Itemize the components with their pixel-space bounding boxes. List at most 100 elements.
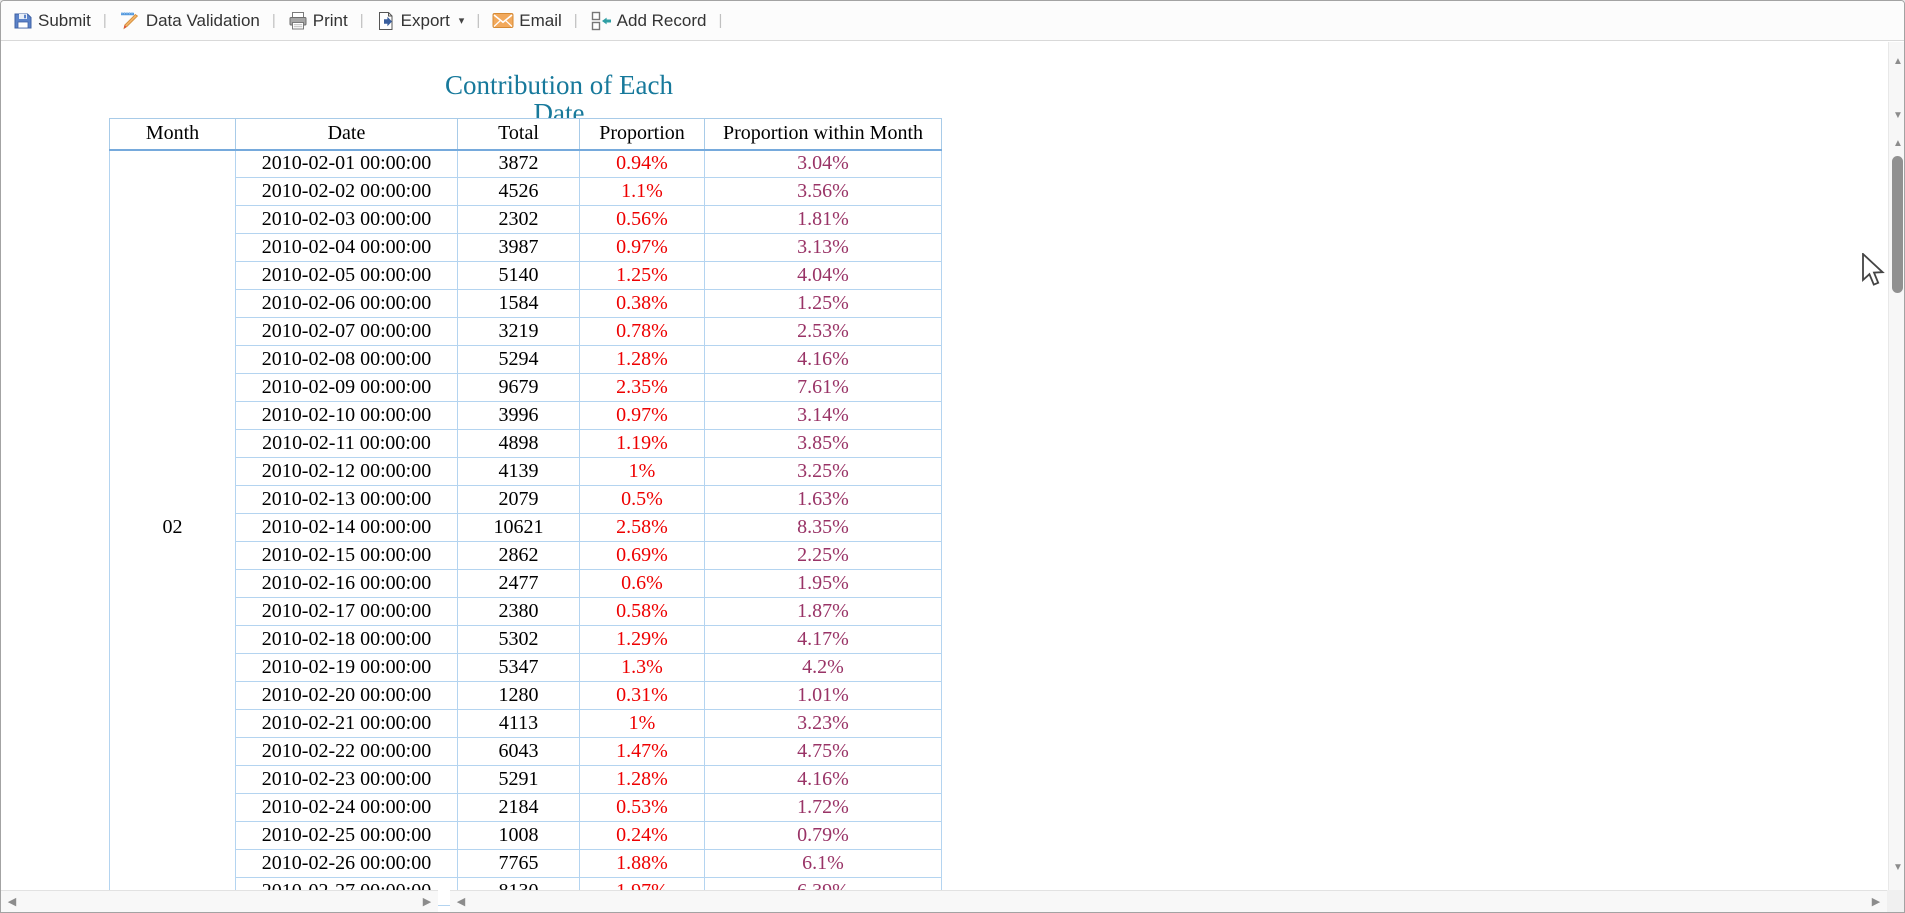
date-cell: 2010-02-22 00:00:00	[235, 737, 458, 766]
proportion-within-month-cell: 0.79%	[704, 821, 942, 850]
table-row: 2010-02-17 00:00:00 2380 0.58% 1.87%	[110, 597, 942, 626]
table-row: 2010-02-21 00:00:00 4113 1% 3.23%	[110, 709, 942, 738]
total-cell: 6043	[457, 737, 580, 766]
total-cell: 5302	[457, 625, 580, 654]
print-button[interactable]: Print	[284, 8, 352, 34]
proportion-cell: 1%	[579, 457, 705, 486]
vertical-scrollbar: ▲ ▼ ▲ ▼	[1888, 42, 1904, 890]
proportion-cell: 2.58%	[579, 513, 705, 542]
proportion-cell: 1.28%	[579, 345, 705, 374]
proportion-within-month-cell: 2.25%	[704, 541, 942, 570]
proportion-within-month-cell: 4.75%	[704, 737, 942, 766]
total-cell: 7765	[457, 849, 580, 878]
scroll-right-icon[interactable]: ▶	[422, 896, 432, 908]
report-title-line1: Contribution of Each	[445, 70, 673, 100]
toolbar-separator: |	[718, 12, 723, 29]
date-cell: 2010-02-20 00:00:00	[235, 681, 458, 710]
table-row: 2010-02-23 00:00:00 5291 1.28% 4.16%	[110, 765, 942, 794]
table-header-row: Month Date Total Proportion Proportion w…	[109, 118, 942, 151]
total-cell: 2184	[457, 793, 580, 822]
data-validation-button[interactable]: Data Validation	[115, 8, 264, 34]
proportion-cell: 0.38%	[579, 289, 705, 318]
table-row: 2010-02-07 00:00:00 3219 0.78% 2.53%	[110, 317, 942, 346]
toolbar-separator: |	[102, 12, 107, 29]
export-label: Export	[400, 10, 450, 30]
proportion-cell: 1.88%	[579, 849, 705, 878]
data-validation-label: Data Validation	[145, 10, 260, 30]
export-button[interactable]: Export ▾	[372, 8, 469, 34]
total-cell: 9679	[457, 373, 580, 402]
total-cell: 4526	[457, 177, 580, 206]
toolbar-separator: |	[573, 12, 578, 29]
total-cell: 2862	[457, 541, 580, 570]
table-row: 2010-02-16 00:00:00 2477 0.6% 1.95%	[110, 569, 942, 598]
total-cell: 5347	[457, 653, 580, 682]
floppy-disk-icon	[13, 11, 33, 31]
total-cell: 2380	[457, 597, 580, 626]
proportion-cell: 0.56%	[579, 205, 705, 234]
proportion-within-month-cell: 3.25%	[704, 457, 942, 486]
total-cell: 5291	[457, 765, 580, 794]
date-cell: 2010-02-23 00:00:00	[235, 765, 458, 794]
proportion-within-month-cell: 4.16%	[704, 765, 942, 794]
proportion-cell: 0.53%	[579, 793, 705, 822]
scroll-up-icon[interactable]: ▲	[1893, 56, 1903, 67]
scroll-down-icon[interactable]: ▼	[1893, 110, 1903, 121]
total-cell: 5140	[457, 261, 580, 290]
proportion-cell: 1.47%	[579, 737, 705, 766]
add-record-button[interactable]: Add Record	[586, 8, 711, 34]
proportion-cell: 2.35%	[579, 373, 705, 402]
proportion-cell: 1%	[579, 709, 705, 738]
email-button[interactable]: Email	[488, 8, 566, 34]
date-cell: 2010-02-01 00:00:00	[235, 149, 458, 178]
total-cell: 1008	[457, 821, 580, 850]
vertical-scrollbar-thumb[interactable]	[1892, 156, 1903, 293]
scroll-right-icon[interactable]: ▶	[1871, 896, 1881, 908]
total-cell: 4898	[457, 429, 580, 458]
scroll-down-icon[interactable]: ▼	[1893, 862, 1903, 873]
date-cell: 2010-02-24 00:00:00	[235, 793, 458, 822]
column-header-proportion-within-month: Proportion within Month	[704, 118, 942, 151]
proportion-within-month-cell: 6.1%	[704, 849, 942, 878]
proportion-within-month-cell: 3.13%	[704, 233, 942, 262]
proportion-within-month-cell: 3.85%	[704, 429, 942, 458]
proportion-cell: 1.19%	[579, 429, 705, 458]
table-row: 2010-02-08 00:00:00 5294 1.28% 4.16%	[110, 345, 942, 374]
proportion-cell: 0.97%	[579, 401, 705, 430]
proportion-within-month-cell: 3.56%	[704, 177, 942, 206]
date-cell: 2010-02-08 00:00:00	[235, 345, 458, 374]
proportion-within-month-cell: 1.81%	[704, 205, 942, 234]
table-row: 2010-02-03 00:00:00 2302 0.56% 1.81%	[110, 205, 942, 234]
submit-button[interactable]: Submit	[9, 8, 95, 34]
proportion-cell: 0.5%	[579, 485, 705, 514]
table-row: 2010-02-12 00:00:00 4139 1% 3.25%	[110, 457, 942, 486]
toolbar-separator: |	[271, 12, 276, 29]
scroll-left-icon[interactable]: ◀	[7, 896, 17, 908]
table-row: 2010-02-14 00:00:00 10621 2.58% 8.35%	[110, 513, 942, 542]
total-cell: 1584	[457, 289, 580, 318]
total-cell: 3872	[457, 149, 580, 178]
proportion-cell: 1.25%	[579, 261, 705, 290]
table-row: 2010-02-04 00:00:00 3987 0.97% 3.13%	[110, 233, 942, 262]
proportion-cell: 0.78%	[579, 317, 705, 346]
proportion-cell: 1.3%	[579, 653, 705, 682]
proportion-within-month-cell: 1.01%	[704, 681, 942, 710]
chevron-down-icon: ▾	[458, 15, 465, 27]
horizontal-scrollbar-right: ◀ ▶	[450, 890, 1887, 912]
proportion-cell: 0.24%	[579, 821, 705, 850]
table-row: 2010-02-18 00:00:00 5302 1.29% 4.17%	[110, 625, 942, 654]
date-cell: 2010-02-12 00:00:00	[235, 457, 458, 486]
total-cell: 5294	[457, 345, 580, 374]
table-row: 2010-02-22 00:00:00 6043 1.47% 4.75%	[110, 737, 942, 766]
date-cell: 2010-02-15 00:00:00	[235, 541, 458, 570]
date-cell: 2010-02-05 00:00:00	[235, 261, 458, 290]
scroll-up-icon[interactable]: ▲	[1893, 138, 1903, 149]
scroll-left-icon[interactable]: ◀	[456, 896, 466, 908]
column-header-proportion: Proportion	[579, 118, 705, 151]
table-row: 2010-02-11 00:00:00 4898 1.19% 3.85%	[110, 429, 942, 458]
column-header-month: Month	[109, 118, 236, 151]
total-cell: 4139	[457, 457, 580, 486]
proportion-cell: 1.1%	[579, 177, 705, 206]
date-cell: 2010-02-06 00:00:00	[235, 289, 458, 318]
proportion-cell: 1.29%	[579, 625, 705, 654]
